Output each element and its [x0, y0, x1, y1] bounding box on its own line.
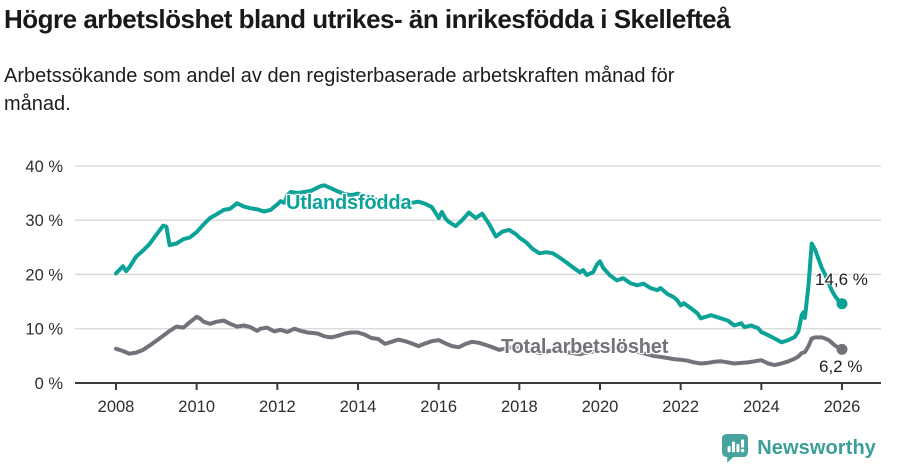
series-end-dot — [836, 298, 848, 310]
chart-title: Högre arbetslöshet bland utrikes- än inr… — [4, 4, 731, 34]
series-line-utlandsf-dda — [114, 183, 844, 345]
chart-subtitle: Arbetssökande som andel av den registerb… — [4, 62, 864, 118]
series-label-total-arbetsloshet: Total arbetslöshet — [501, 336, 669, 358]
chart-subtitle-line1: Arbetssökande som andel av den registerb… — [4, 65, 675, 87]
x-axis-tick-label: 2016 — [420, 398, 457, 416]
series-line-total-arbetsl-shet — [114, 314, 844, 368]
x-axis-tick-label: 2026 — [824, 398, 861, 416]
y-axis-tick-label: 40 % — [25, 158, 63, 176]
end-value-label-total: 6,2 % — [819, 357, 863, 376]
x-axis-tick-label: 2014 — [340, 398, 377, 416]
newsworthy-logo-icon — [722, 434, 749, 463]
brand-name: Newsworthy — [757, 436, 876, 459]
x-axis-tick-label: 2020 — [582, 398, 619, 416]
end-value-label-utlandsfodda: 14,6 % — [815, 270, 868, 289]
y-axis-tick-label: 20 % — [25, 266, 63, 284]
series-end-dot — [836, 343, 848, 355]
y-axis-tick-label: 0 % — [35, 375, 64, 393]
chart-subtitle-line2: månad. — [4, 93, 71, 115]
x-axis-tick-label: 2010 — [178, 398, 215, 416]
x-axis-tick-label: 2008 — [98, 398, 135, 416]
x-axis-tick-label: 2012 — [259, 398, 296, 416]
x-axis-tick-label: 2018 — [501, 398, 538, 416]
y-axis-tick-label: 10 % — [25, 321, 63, 339]
series-label-utlandsfodda: Utlandsfödda — [286, 192, 412, 214]
x-axis-tick-label: 2024 — [743, 398, 780, 416]
brand-footer: Newsworthy — [721, 433, 876, 463]
y-axis-tick-label: 30 % — [25, 212, 63, 230]
x-axis-tick-label: 2022 — [662, 398, 699, 416]
